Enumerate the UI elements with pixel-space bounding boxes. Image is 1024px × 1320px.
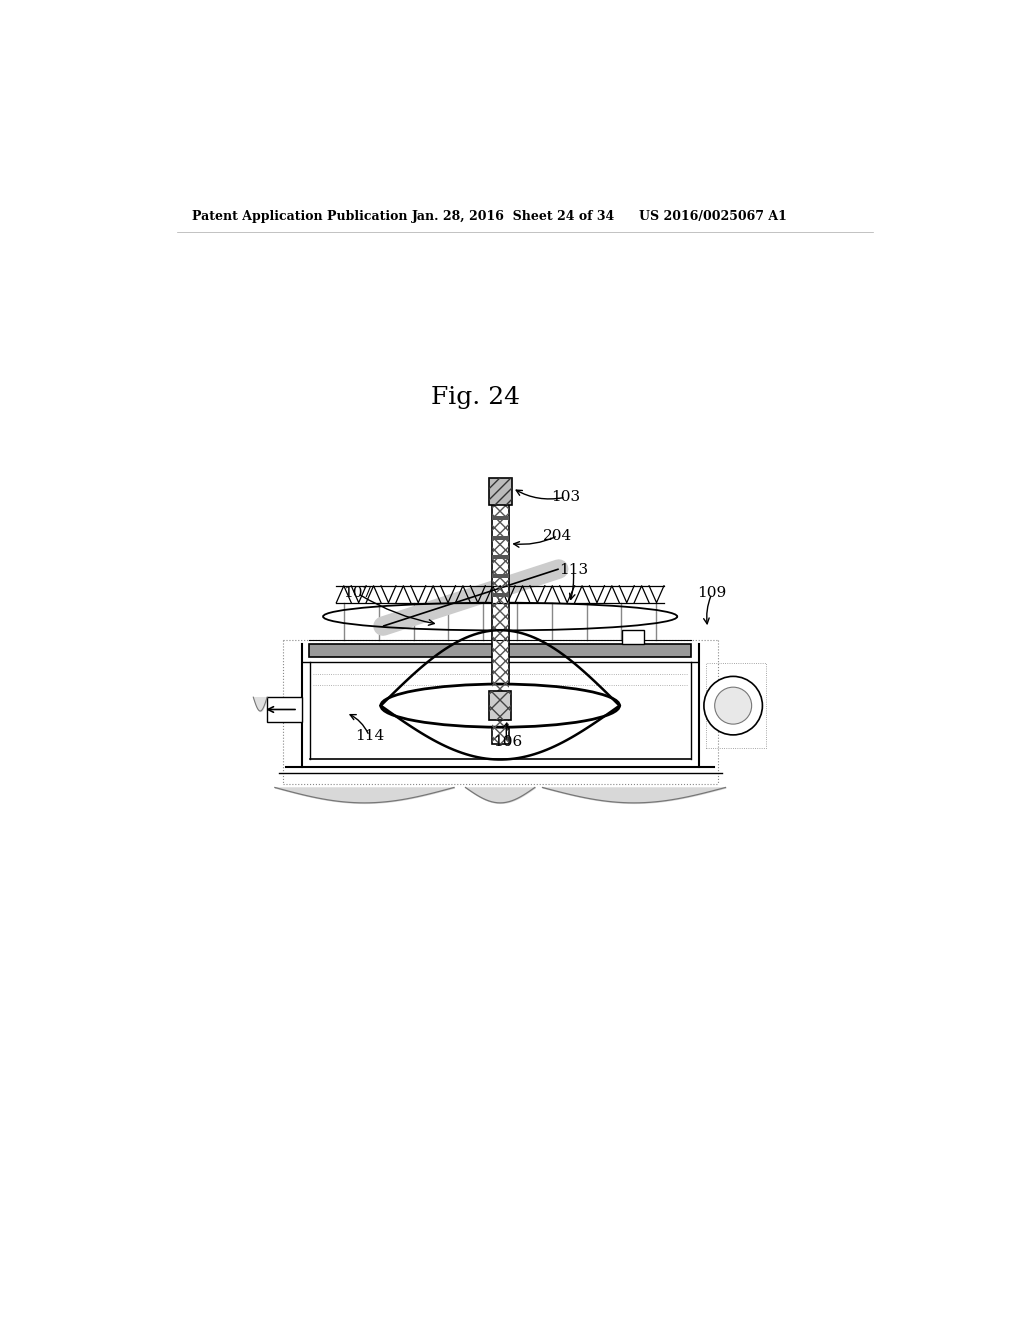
Bar xyxy=(492,516,509,520)
Text: 114: 114 xyxy=(354,729,384,743)
Text: 103: 103 xyxy=(551,490,581,504)
Bar xyxy=(488,478,512,506)
Circle shape xyxy=(703,676,763,735)
Bar xyxy=(492,482,509,743)
Text: 204: 204 xyxy=(544,529,572,543)
Bar xyxy=(489,690,511,721)
Circle shape xyxy=(715,688,752,725)
Bar xyxy=(492,594,509,598)
Bar xyxy=(488,478,512,506)
Bar xyxy=(707,663,766,748)
Text: Fig. 24: Fig. 24 xyxy=(431,385,520,409)
Bar xyxy=(489,690,511,721)
Bar xyxy=(492,482,509,743)
Text: Patent Application Publication: Patent Application Publication xyxy=(193,210,408,223)
Bar xyxy=(492,536,509,540)
Text: US 2016/0025067 A1: US 2016/0025067 A1 xyxy=(639,210,786,223)
Text: 109: 109 xyxy=(697,586,727,601)
Text: Jan. 28, 2016  Sheet 24 of 34: Jan. 28, 2016 Sheet 24 of 34 xyxy=(412,210,614,223)
Text: 113: 113 xyxy=(559,564,588,577)
Bar xyxy=(623,630,644,644)
Bar xyxy=(267,697,302,722)
Text: 106: 106 xyxy=(494,735,522,748)
Bar xyxy=(309,644,691,657)
Ellipse shape xyxy=(381,684,620,727)
Bar xyxy=(492,574,509,578)
Bar xyxy=(492,554,509,558)
Text: 107: 107 xyxy=(343,586,373,601)
